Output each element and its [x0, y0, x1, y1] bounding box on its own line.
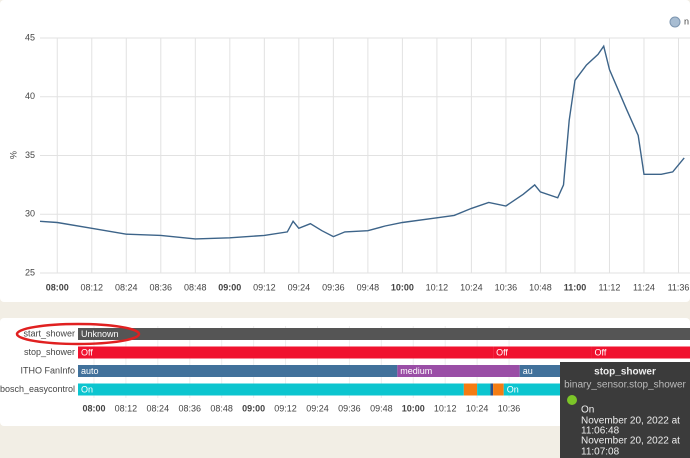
tooltip-to: November 20, 2022 at: [581, 436, 680, 447]
x-tick-label: 09:48: [357, 282, 380, 292]
segment-label: Off: [81, 347, 93, 357]
tooltip-dot: [567, 395, 577, 405]
x-tick-label: 10:12: [434, 403, 457, 413]
y-axis-label: %: [8, 151, 18, 159]
timeline-segment: [78, 383, 464, 396]
tooltip-state: On: [581, 405, 594, 416]
timeline-segment: [477, 383, 491, 396]
data-line: [39, 44, 685, 240]
x-tick-label: 09:24: [288, 282, 311, 292]
x-tick-label: 11:00: [564, 282, 587, 292]
x-tick-label: 10:00: [391, 282, 414, 292]
segment-label: Off: [496, 347, 508, 357]
x-tick-label: 09:24: [306, 403, 329, 413]
timeline-segment: [397, 365, 520, 377]
segment-label: Off: [595, 347, 607, 357]
x-tick-label: 08:12: [81, 282, 104, 292]
row-label: stop_shower: [24, 347, 75, 357]
x-tick-label: 10:48: [529, 282, 552, 292]
tooltip-entity: binary_sensor.stop_shower: [564, 380, 686, 391]
x-tick-label: 08:48: [184, 282, 207, 292]
x-tick-label: 11:24: [633, 282, 655, 292]
x-tick-label: 09:00: [218, 282, 241, 292]
x-tick-label: 09:12: [274, 403, 297, 413]
timeline-segment: [493, 383, 504, 396]
x-tick-label: 10:36: [498, 403, 521, 413]
y-tick-label: 30: [25, 209, 35, 219]
x-tick-label: 10:00: [402, 403, 425, 413]
tooltip-box: [560, 362, 690, 458]
x-tick-label: 11:12: [599, 282, 621, 292]
x-tick-label: 09:12: [253, 282, 276, 292]
x-tick-label: 08:00: [46, 282, 69, 292]
timeline-segment: [78, 365, 398, 377]
timeline-segment: [78, 328, 690, 340]
row-label: ITHO FanInfo: [20, 365, 75, 375]
timeline-segment: [490, 383, 494, 396]
x-tick-label: 10:36: [495, 282, 518, 292]
x-tick-label: 08:24: [147, 403, 170, 413]
y-tick-label: 45: [25, 32, 35, 42]
y-tick-label: 35: [25, 150, 35, 160]
segment-label: au: [523, 366, 533, 376]
x-tick-label: 10:24: [466, 403, 489, 413]
x-tick-label: 11:36: [668, 282, 690, 292]
x-tick-label: 08:36: [150, 282, 173, 292]
x-tick-label: 08:24: [115, 282, 138, 292]
x-tick-label: 10:12: [426, 282, 449, 292]
timeline-segment: [493, 346, 592, 359]
x-tick-label: 08:36: [178, 403, 201, 413]
x-tick-label: 08:48: [210, 403, 233, 413]
row-label: bosch_easycontrol: [0, 384, 75, 394]
x-tick-label: 10:24: [460, 282, 483, 292]
tooltip-from: 11:06:48: [581, 426, 620, 437]
segment-label: medium: [400, 366, 432, 376]
legend-swatch: [669, 16, 681, 28]
tooltip: stop_shower binary_sensor.stop_shower On…: [560, 362, 690, 458]
annotation-circle: [15, 322, 141, 346]
segment-label: On: [507, 384, 519, 394]
x-tick-label: 08:00: [82, 403, 105, 413]
timeline-segment: [591, 346, 690, 359]
x-tick-label: 09:36: [322, 282, 345, 292]
row-label: start_shower: [23, 328, 75, 338]
x-tick-label: 09:36: [338, 403, 361, 413]
tooltip-from: November 20, 2022 at: [581, 416, 680, 427]
tooltip-to: 11:07:08: [581, 447, 620, 458]
segment-label: Unknown: [81, 329, 119, 339]
y-tick-label: 25: [25, 267, 35, 277]
timeline-segment: [463, 383, 478, 396]
legend-label: n: [684, 16, 689, 26]
y-tick-label: 40: [25, 91, 35, 101]
line-card: [0, 0, 690, 302]
timeline-segment: [78, 346, 494, 359]
x-tick-label: 09:00: [242, 403, 265, 413]
segment-label: auto: [81, 366, 99, 376]
x-tick-label: 09:48: [370, 403, 393, 413]
tooltip-title: stop_shower: [594, 367, 656, 378]
segment-label: On: [81, 384, 93, 394]
x-tick-label: 08:12: [115, 403, 138, 413]
